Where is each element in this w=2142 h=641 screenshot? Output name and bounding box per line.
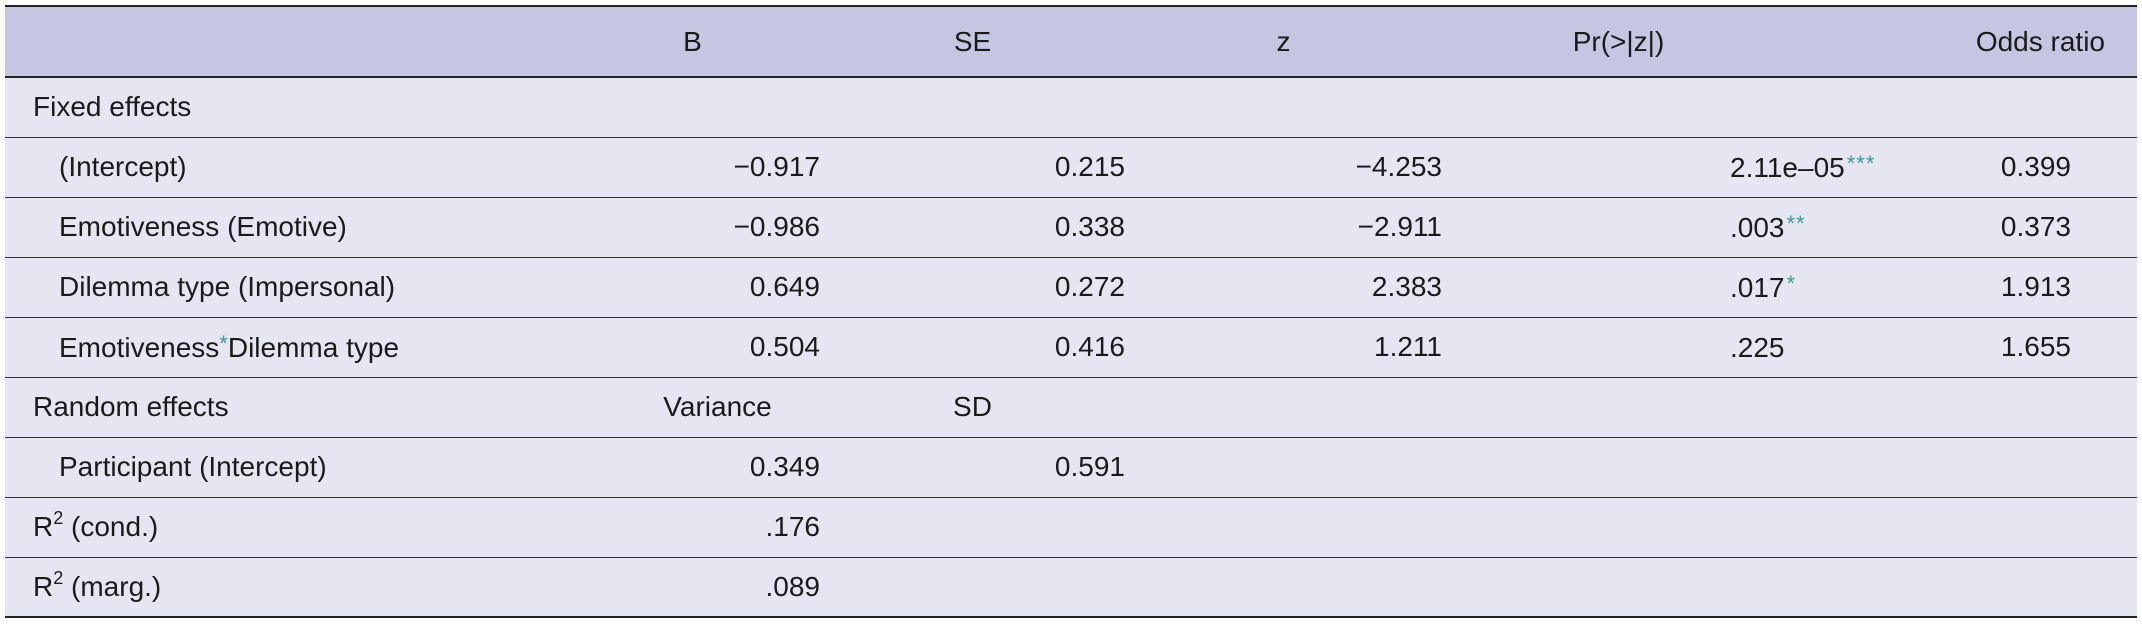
r2-superscript: 2 xyxy=(53,567,64,588)
empty-cell xyxy=(1125,377,1442,437)
empty-cell xyxy=(1125,557,1442,617)
table-row: Emotiveness*Dilemma type 0.504 0.416 1.2… xyxy=(5,317,2137,377)
p-cell: .017* xyxy=(1442,257,1795,317)
p-cell: 2.11e–05*** xyxy=(1442,137,1874,197)
table-row: R2 (cond.) .176 xyxy=(5,497,2137,557)
empty-cell xyxy=(1442,497,1795,557)
r2-marg-label: R2 (marg.) xyxy=(5,557,565,617)
se-value: 0.215 xyxy=(1054,151,1125,182)
odds-ratio-value: 1.913 xyxy=(2000,271,2071,302)
empty-cell xyxy=(1795,437,2137,497)
header-odds-ratio: Odds ratio xyxy=(1975,25,2105,57)
odds-ratio-value: 0.399 xyxy=(2000,151,2071,182)
b-value: −0.917 xyxy=(733,151,820,182)
section-row-random: Random effects Variance SD xyxy=(5,377,2137,437)
term-label: Emotiveness (Emotive) xyxy=(59,211,347,242)
term-part-a: Emotiveness xyxy=(59,331,220,363)
r2-cond-value: .176 xyxy=(765,511,821,542)
r2-cond-label: R2 (cond.) xyxy=(5,497,565,557)
empty-cell xyxy=(1442,437,1795,497)
p-value: 2.11e–05 xyxy=(1730,151,1845,183)
term-label-interaction: Emotiveness*Dilemma type xyxy=(5,317,565,377)
se-value: 0.272 xyxy=(1054,271,1125,302)
header-p: Pr(>|z|) xyxy=(1572,25,1665,57)
empty-cell xyxy=(1442,557,1795,617)
b-value: −0.986 xyxy=(733,211,820,242)
empty-cell xyxy=(1795,497,2137,557)
r2-symbol: R xyxy=(33,570,54,602)
r2-superscript: 2 xyxy=(53,508,64,528)
r2-marg-value: .089 xyxy=(765,570,821,602)
header-row: B SE z Pr(>|z|) Odds ratio xyxy=(5,6,2137,77)
term-label: Participant (Intercept) xyxy=(59,451,327,482)
p-value: .017 xyxy=(1730,271,1785,303)
p-value: .003 xyxy=(1730,211,1785,243)
empty-cell xyxy=(820,557,1125,617)
r2-symbol: R xyxy=(33,511,54,542)
p-cell: .003** xyxy=(1442,197,1805,257)
table-row: Participant (Intercept) 0.349 0.591 xyxy=(5,437,2137,497)
sd-header: SD xyxy=(953,391,992,422)
header-b: B xyxy=(683,25,702,57)
odds-ratio-value: 1.655 xyxy=(2000,331,2071,362)
sd-value: 0.591 xyxy=(1054,451,1125,482)
z-value: −4.253 xyxy=(1355,151,1442,182)
odds-ratio-value: 0.373 xyxy=(2000,211,2071,242)
p-value: .225 xyxy=(1730,331,1785,363)
z-value: −2.911 xyxy=(1357,211,1442,242)
regression-table: B SE z Pr(>|z|) Odds ratio Fixed effects… xyxy=(5,5,2137,618)
interaction-star: * xyxy=(219,330,228,356)
b-value: 0.649 xyxy=(749,271,820,302)
b-value: 0.504 xyxy=(749,331,820,362)
table-row: R2 (marg.) .089 xyxy=(5,557,2137,617)
variance-header: Variance xyxy=(663,391,772,422)
r2-marg-text: (marg.) xyxy=(63,570,162,602)
significance-stars: ** xyxy=(1786,210,1806,236)
header-term xyxy=(5,6,565,77)
p-cell: .225 xyxy=(1442,317,1795,377)
variance-value: 0.349 xyxy=(749,451,820,482)
significance-stars: *** xyxy=(1846,150,1876,176)
significance-stars: * xyxy=(1786,270,1797,296)
section-row-fixed: Fixed effects xyxy=(5,77,2137,137)
empty-cell xyxy=(820,497,1125,557)
r2-cond-text: (cond.) xyxy=(63,511,159,542)
results-table: B SE z Pr(>|z|) Odds ratio Fixed effects… xyxy=(5,5,2137,618)
se-value: 0.416 xyxy=(1054,331,1125,362)
se-value: 0.338 xyxy=(1054,211,1125,242)
header-z: z xyxy=(1276,25,1291,57)
table-row: Dilemma type (Impersonal) 0.649 0.272 2.… xyxy=(5,257,2137,317)
section-label-fixed: Fixed effects xyxy=(33,91,192,123)
empty-cell xyxy=(1125,497,1442,557)
section-label-random: Random effects xyxy=(33,391,229,422)
table-row: (Intercept) −0.917 0.215 −4.253 2.11e–05… xyxy=(5,137,2137,197)
header-se: SE xyxy=(953,25,992,57)
term-part-b: Dilemma type xyxy=(227,331,400,363)
z-value: 1.211 xyxy=(1374,331,1442,362)
empty-cell xyxy=(1795,377,2137,437)
term-label: Dilemma type (Impersonal) xyxy=(59,271,396,302)
term-label: (Intercept) xyxy=(59,151,187,182)
z-value: 2.383 xyxy=(1371,271,1442,302)
empty-cell xyxy=(1125,437,1442,497)
table-row: Emotiveness (Emotive) −0.986 0.338 −2.91… xyxy=(5,197,2137,257)
empty-cell xyxy=(1795,557,2137,617)
empty-cell xyxy=(1442,377,1795,437)
